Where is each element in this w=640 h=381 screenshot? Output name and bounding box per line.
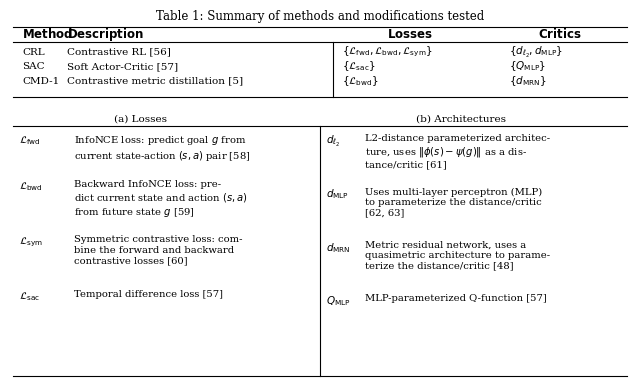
Text: CRL: CRL [22, 48, 45, 57]
Text: Contrastive metric distillation [5]: Contrastive metric distillation [5] [67, 77, 243, 86]
Text: $\{Q_\mathrm{MLP}\}$: $\{Q_\mathrm{MLP}\}$ [509, 59, 546, 73]
Text: Table 1: Summary of methods and modifications tested: Table 1: Summary of methods and modifica… [156, 10, 484, 22]
Text: $\{\mathcal{L}_\mathrm{sac}\}$: $\{\mathcal{L}_\mathrm{sac}\}$ [342, 59, 376, 73]
Text: (a) Losses: (a) Losses [115, 114, 167, 123]
Text: $\{d_{\ell_2}, d_\mathrm{MLP}\}$: $\{d_{\ell_2}, d_\mathrm{MLP}\}$ [509, 45, 563, 60]
Text: $d_{\ell_2}$: $d_{\ell_2}$ [326, 134, 340, 149]
Text: Soft Actor-Critic [57]: Soft Actor-Critic [57] [67, 62, 179, 71]
Text: Metric residual network, uses a
quasimetric architecture to parame-
terize the d: Metric residual network, uses a quasimet… [365, 241, 550, 271]
Text: $\mathbf{Method}$: $\mathbf{Method}$ [22, 27, 74, 41]
Text: MLP-parameterized Q-function [57]: MLP-parameterized Q-function [57] [365, 294, 547, 303]
Text: SAC: SAC [22, 62, 45, 71]
Text: $\{\mathcal{L}_\mathrm{bwd}\}$: $\{\mathcal{L}_\mathrm{bwd}\}$ [342, 74, 379, 88]
Text: CMD-1: CMD-1 [22, 77, 60, 86]
Text: $\mathcal{L}_\mathrm{sac}$: $\mathcal{L}_\mathrm{sac}$ [19, 290, 40, 303]
Text: $d_\mathrm{MRN}$: $d_\mathrm{MRN}$ [326, 241, 351, 255]
Text: $\mathcal{L}_\mathrm{fwd}$: $\mathcal{L}_\mathrm{fwd}$ [19, 134, 41, 147]
Text: InfoNCE loss: predict goal $g$ from
current state-action $(s, a)$ pair [58]: InfoNCE loss: predict goal $g$ from curr… [74, 134, 250, 163]
Text: (b) Architectures: (b) Architectures [416, 114, 506, 123]
Text: $\mathbf{Description}$: $\mathbf{Description}$ [67, 26, 145, 43]
Text: $\{d_\mathrm{MRN}\}$: $\{d_\mathrm{MRN}\}$ [509, 74, 547, 88]
Text: Backward InfoNCE loss: pre-
dict current state and action $(s, a)$
from future s: Backward InfoNCE loss: pre- dict current… [74, 180, 247, 219]
Text: $\mathbf{Losses}$: $\mathbf{Losses}$ [387, 28, 433, 41]
Text: $\mathcal{L}_\mathrm{bwd}$: $\mathcal{L}_\mathrm{bwd}$ [19, 180, 43, 193]
Text: $\mathbf{Critics}$: $\mathbf{Critics}$ [538, 27, 582, 41]
Text: $Q_\mathrm{MLP}$: $Q_\mathrm{MLP}$ [326, 294, 351, 308]
Text: L2-distance parameterized architec-
ture, uses $\|\phi(s) - \psi(g)\|$ as a dis-: L2-distance parameterized architec- ture… [365, 134, 550, 170]
Text: Contrastive RL [56]: Contrastive RL [56] [67, 48, 171, 57]
Text: Temporal difference loss [57]: Temporal difference loss [57] [74, 290, 223, 299]
Text: $\{\mathcal{L}_\mathrm{fwd}, \mathcal{L}_\mathrm{bwd}, \mathcal{L}_\mathrm{sym}\: $\{\mathcal{L}_\mathrm{fwd}, \mathcal{L}… [342, 45, 433, 59]
Text: Uses multi-layer perceptron (MLP)
to parameterize the distance/critic
[62, 63]: Uses multi-layer perceptron (MLP) to par… [365, 187, 542, 218]
Text: $\mathcal{L}_\mathrm{sym}$: $\mathcal{L}_\mathrm{sym}$ [19, 235, 43, 249]
Text: Symmetric contrastive loss: com-
bine the forward and backward
contrastive losse: Symmetric contrastive loss: com- bine th… [74, 235, 242, 265]
Text: $d_\mathrm{MLP}$: $d_\mathrm{MLP}$ [326, 187, 349, 201]
